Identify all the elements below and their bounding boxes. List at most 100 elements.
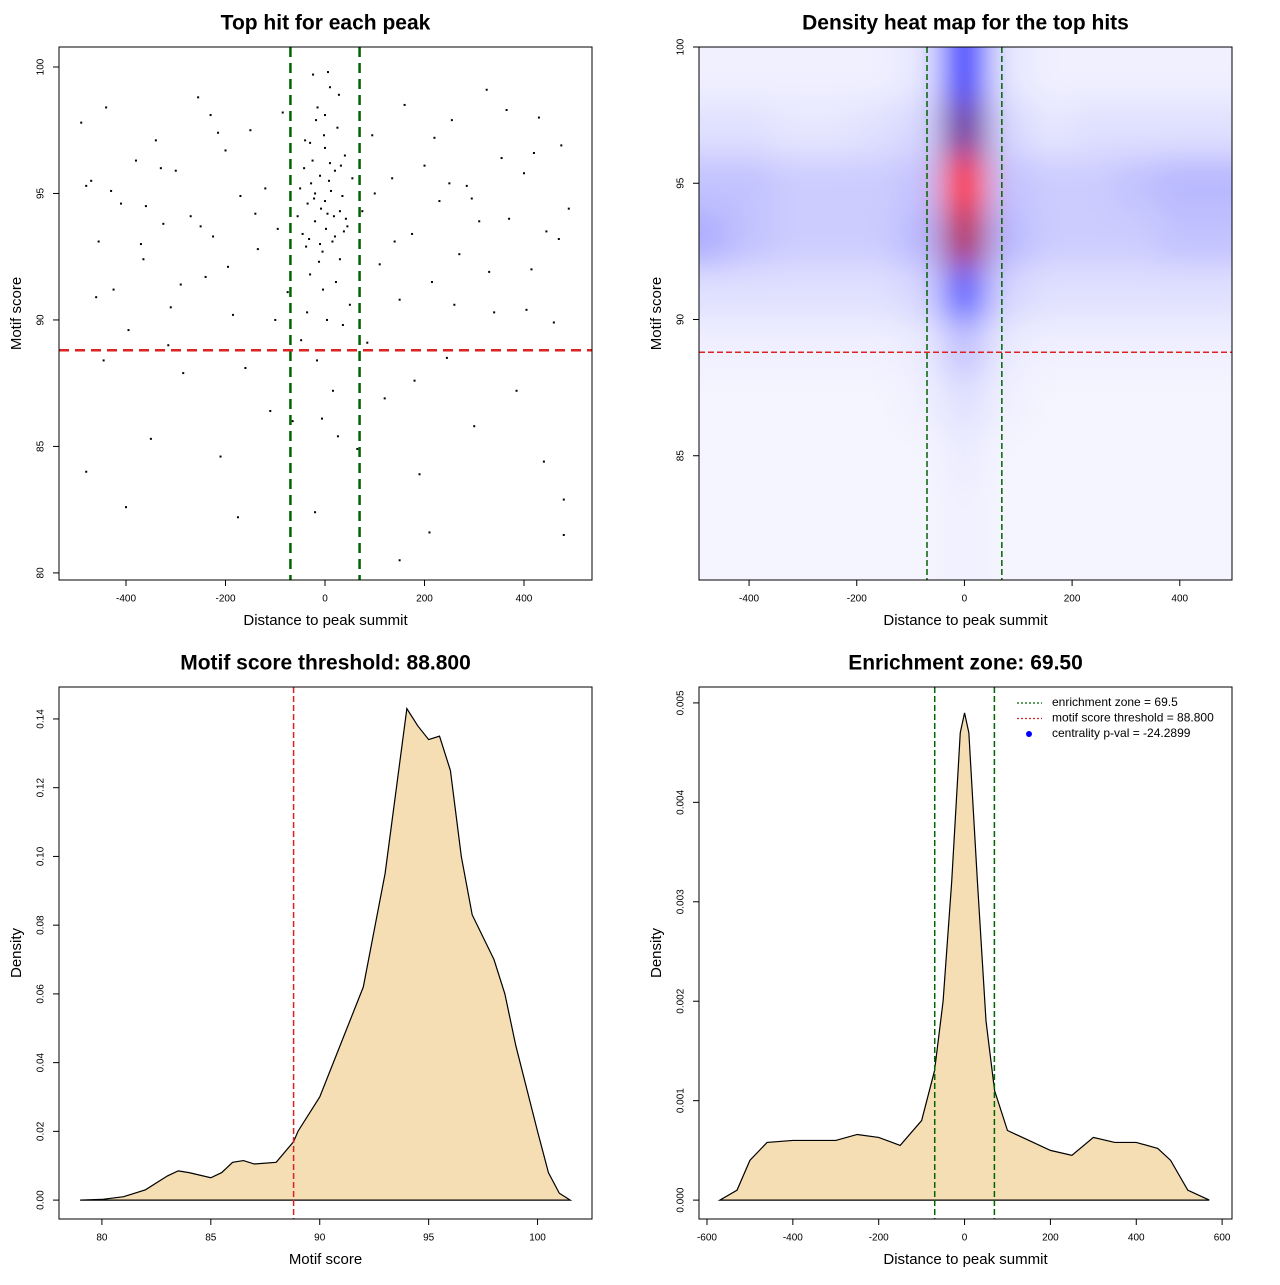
point (398, 298, 401, 301)
plot-area (699, 47, 1232, 580)
x-tick-label: 600 (1214, 1233, 1231, 1244)
heat-cell (1072, 482, 1116, 538)
point (154, 139, 157, 142)
point (254, 212, 257, 215)
point (304, 139, 307, 142)
point (361, 210, 364, 213)
heat-cell (699, 373, 729, 429)
point (110, 189, 113, 192)
x-axis-label: Distance to peak summit (243, 612, 408, 629)
heat-cell (985, 373, 1030, 429)
heat-cell (699, 428, 729, 484)
point (85, 470, 88, 473)
point (331, 389, 334, 392)
point (445, 356, 448, 359)
x-tick-label: 0 (962, 1233, 968, 1244)
point (102, 359, 105, 362)
point (239, 194, 242, 197)
chart-title: Density heat map for the top hits (802, 12, 1129, 35)
point (348, 303, 351, 306)
point (453, 303, 456, 306)
point (485, 88, 488, 91)
heat-cell (1029, 482, 1073, 538)
heat-cell (856, 319, 901, 375)
heat-cell (985, 482, 1030, 538)
heat-cell (1158, 101, 1202, 157)
heat (699, 47, 1232, 580)
y-tick-label: 0.12 (36, 778, 47, 798)
point (478, 220, 481, 223)
heat-cell (813, 101, 858, 157)
point (313, 197, 316, 200)
heat-cell (770, 537, 815, 580)
point (418, 473, 421, 476)
point (310, 182, 313, 185)
heat-cell (1029, 47, 1073, 102)
point (327, 179, 330, 182)
heat-cell (1201, 482, 1232, 538)
x-tick-label: -200 (847, 594, 867, 605)
point (458, 253, 461, 256)
point (316, 359, 319, 362)
point (296, 215, 299, 218)
point (371, 134, 374, 137)
heat-cell (985, 47, 1030, 102)
point (331, 240, 334, 243)
point (493, 311, 496, 314)
chart-title: Motif score threshold: 88.800 (180, 652, 471, 675)
heat-cell (727, 264, 772, 320)
point (291, 420, 294, 423)
heat-cell (856, 373, 901, 429)
point (366, 341, 369, 344)
point (465, 184, 468, 187)
heat-cell (899, 47, 944, 102)
point (338, 210, 341, 213)
heat-cell (1158, 319, 1202, 375)
panel: Top hit for each peak Distance to peak su… (8, 12, 593, 629)
point (167, 344, 170, 347)
point (343, 154, 346, 157)
heat-cell (1201, 155, 1232, 211)
point (433, 136, 436, 139)
heat-cell (1158, 373, 1202, 429)
point (189, 215, 192, 218)
heat-cell (1029, 155, 1073, 211)
point (334, 281, 337, 284)
point (120, 202, 123, 205)
heat-cell (985, 319, 1030, 375)
point (324, 146, 327, 149)
point (336, 435, 339, 438)
point (209, 114, 212, 117)
point (309, 141, 312, 144)
heat-cell (942, 264, 987, 320)
point (300, 339, 303, 342)
heat-cell (1115, 264, 1159, 320)
heat-cell (856, 264, 901, 320)
heat-cell (699, 210, 729, 266)
density-area (80, 706, 573, 1201)
heat-cell (1072, 101, 1116, 157)
heat-cell (942, 537, 987, 580)
x-tick-label: 400 (1171, 594, 1188, 605)
heat-cell (1029, 264, 1073, 320)
x-tick-label: 400 (516, 594, 533, 605)
heat-cell (856, 537, 901, 580)
heat-cell (1072, 264, 1116, 320)
point (532, 151, 535, 154)
point (333, 169, 336, 172)
x-tick-label: -200 (215, 594, 235, 605)
y-tick-label: 85 (36, 440, 47, 452)
point (342, 230, 345, 233)
heat-cell (1029, 373, 1073, 429)
point (319, 174, 322, 177)
heat-cell (813, 537, 858, 580)
heat-cell (1158, 482, 1202, 538)
heat-cell (1115, 537, 1159, 580)
point (320, 207, 323, 210)
chart-title: Enrichment zone: 69.50 (848, 652, 1083, 675)
heat-cell (699, 264, 729, 320)
heat-cell (1158, 210, 1202, 266)
heat-cell (942, 319, 987, 375)
point (231, 313, 234, 316)
heat-cell (1029, 537, 1073, 580)
